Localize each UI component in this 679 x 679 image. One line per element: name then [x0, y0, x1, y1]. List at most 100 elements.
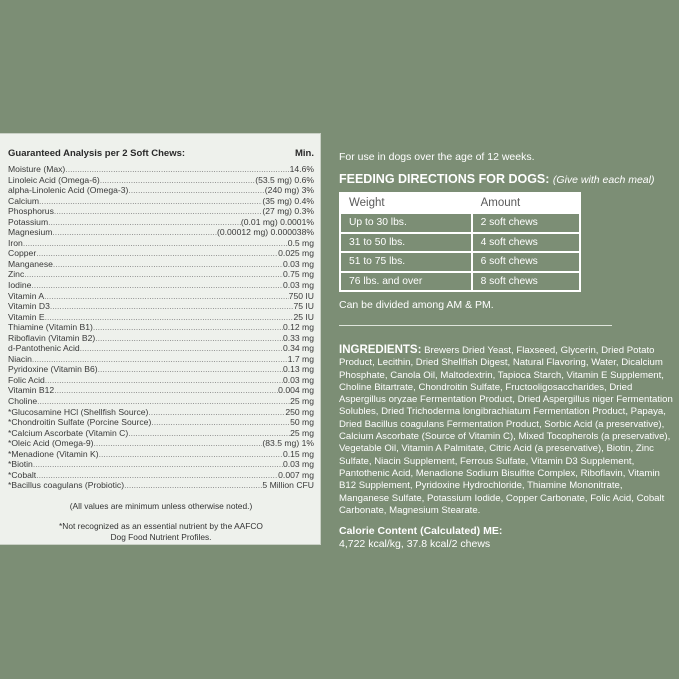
- analysis-row: Folic Acid 0.03 mg: [8, 375, 314, 386]
- nutrient-name: alpha-Linolenic Acid (Omega-3): [8, 185, 129, 196]
- weight-cell: Up to 30 lbs.: [339, 212, 473, 234]
- feeding-table: Weight Amount Up to 30 lbs. 2 soft chews …: [339, 192, 582, 292]
- dot-leader: [31, 280, 283, 291]
- analysis-row: Vitamin E 25 IU: [8, 312, 314, 323]
- nutrient-name: Thiamine (Vitamin B1): [8, 322, 93, 333]
- nutrient-value: 0.03 mg: [282, 280, 314, 291]
- ingredients-text: Brewers Dried Yeast, Flaxseed, Glycerin,…: [339, 345, 673, 516]
- dot-leader: [65, 164, 289, 175]
- table-row: 51 to 75 lbs. 6 soft chews: [339, 251, 582, 273]
- nutrient-name: *Menadione (Vitamin K): [8, 448, 99, 459]
- analysis-row: d-Pantothenic Acid 0.34 mg: [8, 343, 314, 354]
- aafco-note: *Not recognized as an essential nutrient…: [8, 521, 314, 542]
- dot-leader: [45, 312, 294, 323]
- feeding-title-text: FEEDING DIRECTIONS FOR DOGS:: [339, 172, 550, 186]
- analysis-row: Iron 0.5 mg: [8, 238, 314, 249]
- dot-leader: [124, 480, 262, 491]
- analysis-row: Vitamin B12 0.004 mg: [8, 385, 314, 396]
- nutrient-value: 0.33 mg: [282, 332, 314, 343]
- nutrient-value: 0.007 mg: [278, 469, 314, 480]
- dot-leader: [148, 407, 285, 418]
- analysis-title: Guaranteed Analysis per 2 Soft Chews:: [8, 148, 186, 159]
- dot-leader: [23, 238, 288, 249]
- nutrient-value: 0.12 mg: [282, 322, 314, 333]
- analysis-row: Calcium (35 mg) 0.4%: [8, 196, 314, 207]
- nutrient-name: Potassium: [8, 216, 49, 227]
- nutrient-value: 0.75 mg: [282, 269, 314, 280]
- amount-cell: 4 soft chews: [470, 231, 582, 253]
- nutrient-name: *Biotin: [8, 459, 33, 470]
- nutrient-value: 0.025 mg: [278, 248, 314, 259]
- nutrient-name: d-Pantothenic Acid: [8, 343, 80, 354]
- dot-leader: [24, 269, 283, 280]
- nutrient-name: Niacin: [8, 353, 32, 364]
- table-row: 31 to 50 lbs. 4 soft chews: [339, 231, 582, 253]
- dot-leader: [44, 291, 289, 302]
- nutrient-value: 25 IU: [293, 311, 314, 322]
- nutrient-value: 75 IU: [293, 301, 314, 312]
- divider: [339, 325, 612, 326]
- analysis-row: alpha-Linolenic Acid (Omega-3) (240 mg) 3…: [8, 185, 314, 196]
- dot-leader: [128, 428, 290, 439]
- directions-section: For use in dogs over the age of 12 weeks…: [339, 151, 674, 551]
- analysis-row: Zinc 0.75 mg: [8, 269, 314, 280]
- analysis-row: Thiamine (Vitamin B1) 0.12 mg: [8, 322, 314, 333]
- nutrient-name: Folic Acid: [8, 374, 45, 385]
- nutrient-value: (27 mg) 0.3%: [262, 206, 314, 217]
- nutrient-name: Calcium: [8, 195, 40, 206]
- analysis-row: Moisture (Max) 14.6%: [8, 164, 314, 175]
- aafco-note-line2: Dog Food Nutrient Profiles.: [110, 531, 212, 542]
- dot-leader: [45, 375, 283, 386]
- guaranteed-analysis-panel: Guaranteed Analysis per 2 Soft Chews: Mi…: [0, 133, 321, 545]
- nutrient-name: Vitamin B12: [8, 385, 55, 396]
- analysis-row: Manganese 0.03 mg: [8, 259, 314, 270]
- weight-cell: 51 to 75 lbs.: [339, 251, 473, 273]
- analysis-row: *Oleic Acid (Omega-9) (83.5 mg) 1%: [8, 438, 314, 449]
- analysis-row: Phosphorus (27 mg) 0.3%: [8, 206, 314, 217]
- nutrient-name: Pyridoxine (Vitamin B6): [8, 364, 98, 375]
- table-header-row: Weight Amount: [339, 192, 582, 214]
- nutrient-name: Manganese: [8, 258, 53, 269]
- analysis-rows: Moisture (Max) 14.6%Linoleic Acid (Omega-…: [8, 164, 314, 491]
- ingredients: INGREDIENTS: Brewers Dried Yeast, Flaxse…: [339, 344, 674, 517]
- nutrient-name: Vitamin D3: [8, 301, 50, 312]
- weight-cell: 31 to 50 lbs.: [339, 231, 473, 253]
- nutrient-name: Riboflavin (Vitamin B2): [8, 332, 96, 343]
- nutrient-value: (240 mg) 3%: [264, 185, 314, 196]
- dot-leader: [54, 206, 263, 217]
- analysis-row: Linoleic Acid (Omega-6) (53.5 mg) 0.6%: [8, 175, 314, 186]
- nutrient-value: 25 mg: [290, 427, 314, 438]
- dot-leader: [48, 217, 241, 228]
- nutrient-name: Iron: [8, 237, 23, 248]
- nutrient-value: (0.01 mg) 0.0001%: [240, 216, 314, 227]
- minimum-note: (All values are minimum unless otherwise…: [69, 500, 253, 511]
- nutrient-name: Vitamin A: [8, 290, 45, 301]
- feeding-title: FEEDING DIRECTIONS FOR DOGS: (Give with …: [339, 172, 674, 186]
- analysis-row: Pyridoxine (Vitamin B6) 0.13 mg: [8, 364, 314, 375]
- nutrient-name: Phosphorus: [8, 206, 54, 217]
- weight-cell: 76 lbs. and over: [339, 270, 473, 292]
- nutrient-value: (53.5 mg) 0.6%: [255, 174, 314, 185]
- analysis-row: Magnesium (0.00012 mg) 0.000038%: [8, 227, 314, 238]
- nutrient-name: Iodine: [8, 280, 32, 291]
- analysis-row: Niacin 1.7 mg: [8, 354, 314, 365]
- dot-leader: [128, 185, 264, 196]
- nutrient-value: 14.6%: [289, 164, 314, 174]
- calorie-value: 4,722 kcal/kg, 37.8 kcal/2 chews: [339, 538, 491, 551]
- aafco-note-line1: *Not recognized as an essential nutrient…: [59, 521, 263, 532]
- dot-leader: [80, 343, 283, 354]
- nutrient-value: 50 mg: [290, 417, 314, 428]
- analysis-row: Potassium (0.01 mg) 0.0001%: [8, 217, 314, 228]
- calorie-content: Calorie Content (Calculated) ME: 4,722 k…: [339, 525, 674, 551]
- nutrient-name: Moisture (Max): [8, 164, 66, 174]
- analysis-row: Vitamin A 750 IU: [8, 291, 314, 302]
- analysis-row: *Bacillus coagulans (Probiotic) 5 Million…: [8, 480, 314, 491]
- table-row: 76 lbs. and over 8 soft chews: [339, 270, 582, 292]
- amount-cell: 8 soft chews: [470, 270, 582, 292]
- analysis-row: *Calcium Ascorbate (Vitamin C) 25 mg: [8, 428, 314, 439]
- nutrient-value: 0.004 mg: [278, 385, 314, 396]
- nutrient-value: 0.03 mg: [282, 459, 314, 470]
- dot-leader: [33, 459, 283, 470]
- nutrient-name: *Cobalt: [8, 469, 37, 480]
- dot-leader: [95, 333, 283, 344]
